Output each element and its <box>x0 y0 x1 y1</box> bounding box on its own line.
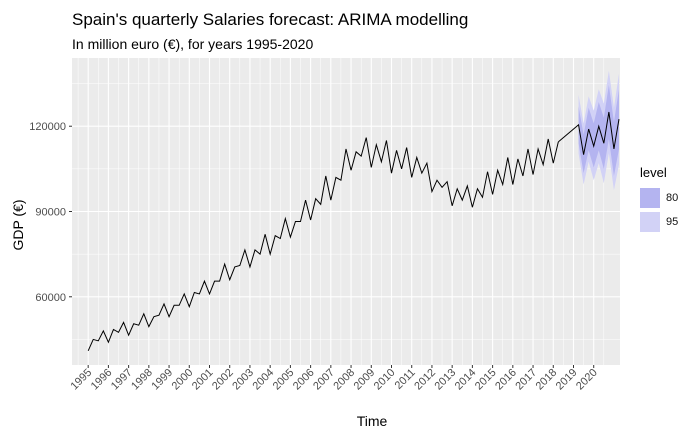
x-tick-label: 1998 <box>129 367 155 393</box>
x-tick-label: 2001 <box>190 367 216 393</box>
x-tick-label: 1996 <box>89 367 115 393</box>
legend-title: level <box>640 165 667 180</box>
y-tick-label: 60000 <box>35 292 66 304</box>
x-tick-label: 2016 <box>493 367 519 393</box>
x-tick-label: 2007 <box>311 367 337 393</box>
x-axis-label: Time <box>356 413 388 429</box>
y-tick-label: 90000 <box>35 207 66 219</box>
x-tick-label: 2010 <box>372 367 398 393</box>
x-tick-label: 2006 <box>291 367 317 393</box>
x-tick-label: 2015 <box>473 367 499 393</box>
legend-entry-80: 80 <box>640 186 678 210</box>
legend: level 80 95 <box>640 165 678 234</box>
x-tick-label: 2017 <box>513 367 539 393</box>
x-tick-label: 1995 <box>69 367 95 393</box>
x-tick-label: 2018 <box>534 367 560 393</box>
x-tick-label: 2012 <box>412 367 438 393</box>
x-tick-label: 1999 <box>149 367 175 393</box>
x-tick-label: 2002 <box>210 367 236 393</box>
legend-swatch-80 <box>640 188 660 208</box>
x-tick-label: 2014 <box>453 367 479 393</box>
y-axis-label: GDP (€) <box>10 199 26 251</box>
x-tick-label: 2000 <box>170 367 196 393</box>
chart-title: Spain's quarterly Salaries forecast: ARI… <box>72 10 469 29</box>
x-tick-label: 2008 <box>331 367 357 393</box>
legend-label-80: 80 <box>666 192 679 204</box>
legend-swatch-95 <box>640 212 660 232</box>
x-tick-label: 2020 <box>574 367 600 393</box>
forecast-band-80 <box>578 85 619 176</box>
x-tick-label: 2011 <box>393 367 418 392</box>
series-line-forecast <box>558 111 620 155</box>
x-tick-label: 2013 <box>432 367 458 393</box>
x-tick-label: 2003 <box>230 367 256 393</box>
x-tick-label: 2004 <box>250 367 276 393</box>
x-tick-label: 1997 <box>109 367 135 393</box>
x-tick-label: 2005 <box>271 367 297 393</box>
chart-subtitle: In million euro (€), for years 1995-2020 <box>72 36 314 52</box>
legend-label-95: 95 <box>666 216 679 228</box>
y-tick-label: 120000 <box>29 121 66 133</box>
series-line-history <box>87 137 559 351</box>
x-tick-label: 2019 <box>554 367 580 393</box>
legend-entry-95: 95 <box>640 210 678 234</box>
x-tick-label: 2009 <box>352 367 378 393</box>
